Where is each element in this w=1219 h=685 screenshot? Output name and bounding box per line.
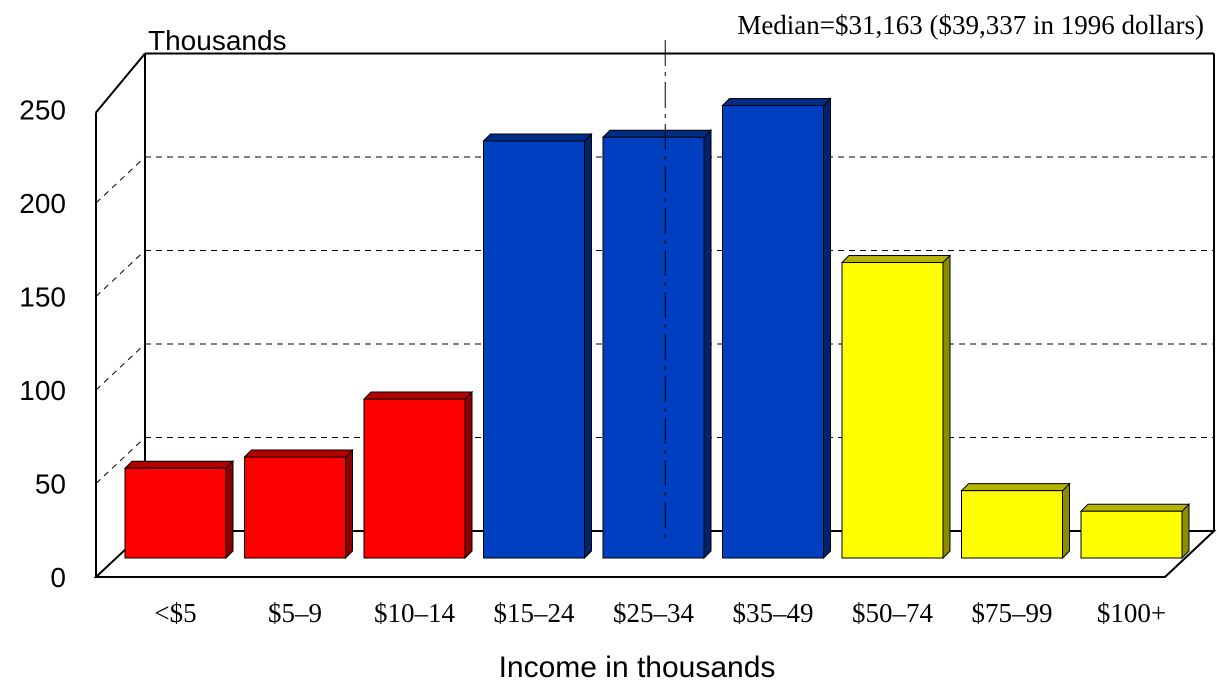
y-tick-label: 150 [19, 282, 66, 313]
y-tick-label: 0 [50, 562, 66, 593]
bars [123, 97, 1191, 560]
bar-side [584, 132, 592, 560]
bar-front [483, 140, 585, 559]
x-tick-label: $25–34 [613, 598, 695, 628]
bar-front [961, 490, 1063, 559]
bar-2 [362, 390, 474, 560]
bar-top [243, 449, 354, 458]
bar-side [1181, 503, 1190, 560]
bar-side [345, 448, 353, 560]
y-tick-label: 200 [19, 188, 66, 219]
bar-side [942, 254, 951, 560]
bar-0 [123, 460, 235, 560]
median-annotation: Median=$31,163 ($39,337 in 1996 dollars) [737, 10, 1204, 40]
bar-top [362, 391, 474, 400]
bar-top [721, 97, 832, 106]
x-tick-label: $5–9 [268, 598, 322, 628]
bar-side [225, 460, 234, 560]
x-tick-label: $75–99 [972, 598, 1053, 628]
x-tick-label: $100+ [1097, 598, 1166, 628]
y-axis-label: Thousands [148, 25, 287, 56]
x-tick-label: <$5 [154, 598, 196, 628]
bar-front [363, 398, 466, 559]
side-wall-top-edge [95, 52, 146, 114]
bar-front [722, 104, 824, 559]
x-tick-labels: <$5 $5–9 $10–14 $15–24 $25–34 $35–49 $50–74 $75… [154, 598, 1166, 628]
bar-top [601, 129, 713, 138]
gridlines [95, 156, 1214, 484]
bar-3 [482, 132, 593, 560]
bar-top [960, 483, 1071, 492]
gridline-side-150 [95, 250, 146, 297]
bar-front [841, 262, 944, 559]
bar-4 [601, 129, 713, 560]
bar-8 [1079, 503, 1191, 560]
bar-front [124, 467, 227, 559]
x-axis-label: Income in thousands [499, 651, 776, 684]
bar-front [1080, 510, 1183, 559]
bar-top [840, 255, 952, 264]
x-tick-label: $10–14 [374, 598, 456, 628]
gridline-side-100 [95, 343, 146, 391]
x-tick-label: $35–49 [733, 598, 814, 628]
bar-top [1079, 503, 1191, 512]
x-tick-label: $15–24 [494, 598, 576, 628]
bar-front [244, 456, 346, 559]
y-tick-label: 250 [19, 95, 66, 126]
bar-side [1062, 482, 1070, 560]
bar-top [123, 460, 235, 469]
y-tick-labels: 0 50 100 150 200 250 [19, 95, 66, 594]
gridline-side-50 [95, 437, 146, 484]
bar-side [823, 97, 831, 560]
bar-7 [960, 482, 1071, 560]
gridline-side-200 [95, 156, 146, 204]
x-tick-label: $50–74 [852, 598, 934, 628]
bar-6 [840, 254, 952, 560]
bar-side [464, 390, 473, 560]
bar-1 [243, 448, 354, 560]
bar-side [703, 129, 712, 560]
y-tick-label: 50 [35, 469, 66, 500]
bar-front [602, 136, 705, 559]
bar-5 [721, 97, 832, 560]
bar-top [482, 133, 593, 142]
y-tick-label: 100 [19, 375, 66, 406]
